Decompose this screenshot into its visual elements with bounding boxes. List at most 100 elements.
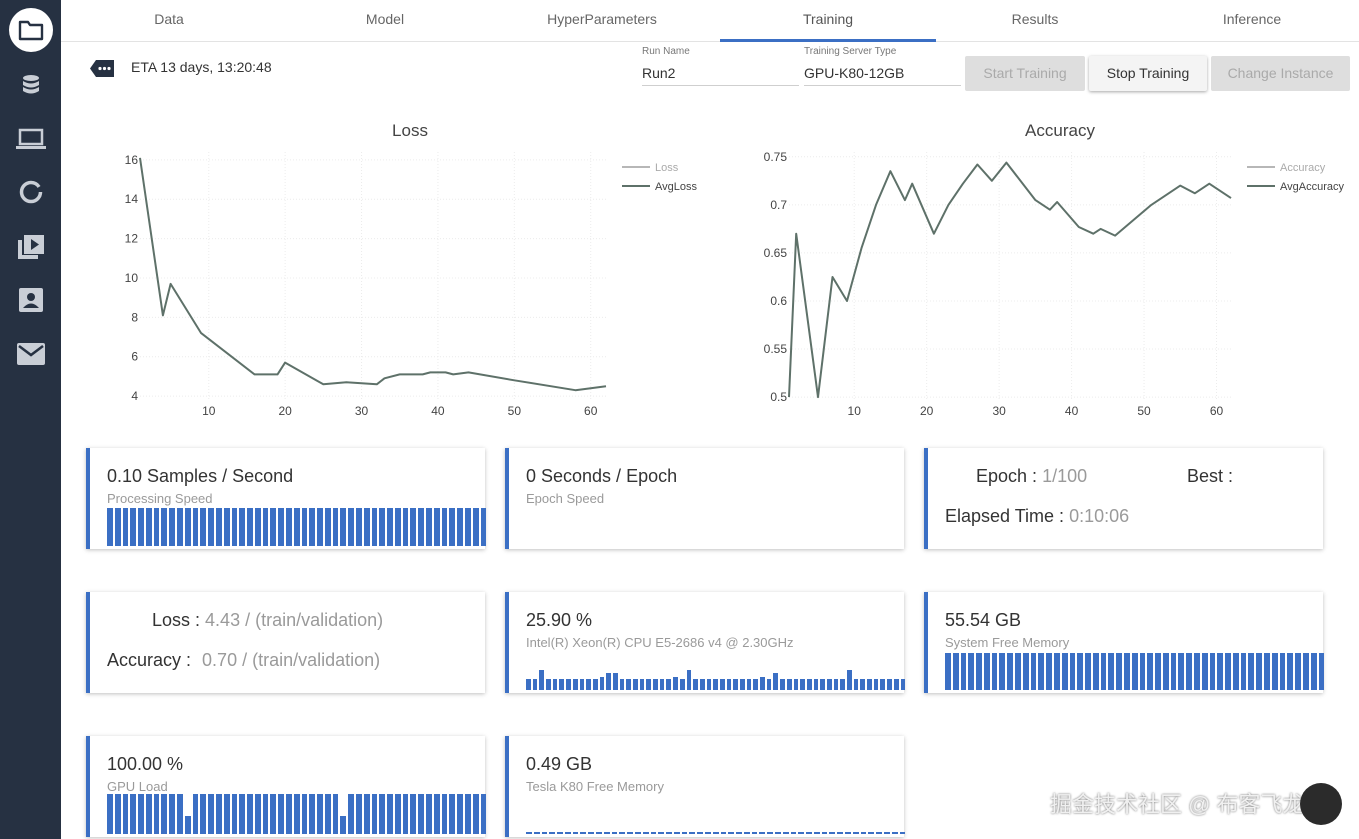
sidebar-item-mail[interactable] (0, 332, 61, 376)
change-instance-button[interactable]: Change Instance (1211, 56, 1350, 91)
usage-bar (1030, 653, 1037, 690)
usage-bar (806, 832, 812, 834)
sidebar-item-contacts[interactable] (0, 278, 61, 322)
tab-hyperparameters[interactable]: HyperParameters (547, 11, 657, 27)
usage-bar (153, 794, 160, 834)
usage-bar (231, 508, 238, 546)
cpu-usage-bars (526, 666, 906, 690)
usage-bar (860, 832, 867, 834)
loss-value: 4.43 / (train/validation) (205, 610, 384, 630)
accuracy-x-tick-label: 60 (1210, 404, 1224, 418)
sidebar-item-progress[interactable] (0, 170, 61, 214)
usage-bar (733, 679, 738, 690)
usage-bar (387, 508, 393, 546)
usage-bar (706, 679, 712, 690)
usage-bar (394, 508, 401, 546)
usage-bar (1022, 653, 1029, 690)
usage-bar (867, 679, 872, 690)
tab-results[interactable]: Results (1011, 11, 1059, 27)
elapsed-time-value: 0:10:06 (1069, 506, 1130, 526)
usage-bar (293, 508, 300, 546)
tab-training[interactable]: Training (720, 0, 936, 42)
system-memory-label: System Free Memory (945, 635, 1070, 650)
loss-accuracy-card: Loss : 4.43 / (train/validation) Accurac… (86, 592, 485, 693)
server-type-select[interactable]: GPU-K80-12GB (804, 62, 961, 86)
usage-bar (780, 679, 785, 690)
accuracy-y-tick-label: 0.65 (764, 246, 788, 260)
usage-bar (371, 794, 378, 834)
eta-tag-icon (90, 60, 114, 77)
usage-bar (457, 508, 463, 546)
usage-bar (145, 508, 152, 546)
epoch-card: Epoch : 1/100 Best : Elapsed Time : 0:10… (924, 448, 1323, 549)
usage-bar (712, 832, 719, 834)
usage-bar (786, 679, 792, 690)
accuracy-x-tick-label: 10 (848, 404, 862, 418)
tab-data[interactable]: Data (154, 11, 184, 27)
loss-x-tick-label: 20 (278, 404, 292, 418)
loss-y-tick-label: 12 (125, 232, 139, 246)
usage-bar (650, 832, 657, 834)
usage-bar (410, 508, 417, 546)
loss-x-tick-label: 60 (584, 404, 598, 418)
tab-inference[interactable]: Inference (1222, 11, 1282, 27)
usage-bar (480, 794, 487, 834)
usage-bar (689, 832, 696, 834)
loss-legend-label: AvgLoss (655, 181, 697, 193)
usage-bar (192, 794, 199, 834)
run-name-field[interactable]: Run2 (642, 62, 799, 86)
usage-bar (790, 832, 797, 834)
usage-bar (526, 679, 531, 690)
usage-bar (893, 679, 899, 690)
usage-bar (449, 508, 456, 546)
usage-bar (348, 508, 354, 546)
usage-bar (402, 794, 409, 834)
usage-bar (526, 832, 532, 834)
cpu-card: 25.90 % Intel(R) Xeon(R) CPU E5-2686 v4 … (505, 592, 906, 693)
usage-bar (177, 508, 183, 546)
usage-bar (192, 508, 199, 546)
gpu-load-card: 100.00 % GPU Load (86, 736, 487, 837)
usage-bar (891, 832, 898, 834)
usage-bar (169, 508, 176, 546)
usage-bar (899, 832, 906, 834)
usage-bar (599, 676, 605, 690)
stop-training-button[interactable]: Stop Training (1089, 56, 1207, 91)
sidebar-item-database[interactable] (0, 63, 61, 107)
usage-bar (820, 679, 825, 690)
epoch-speed-card: 0 Seconds / Epoch Epoch Speed (505, 448, 904, 549)
usage-bar (324, 508, 331, 546)
loss-y-tick-label: 14 (125, 192, 139, 206)
sidebar-item-data[interactable] (0, 8, 61, 52)
sidebar-item-media[interactable] (0, 225, 61, 269)
usage-bar (746, 679, 752, 690)
usage-bar (1038, 653, 1045, 690)
usage-bar (379, 794, 386, 834)
usage-bar (1139, 653, 1146, 690)
usage-bar (619, 832, 626, 834)
usage-bar (1092, 653, 1099, 690)
usage-bar (736, 832, 742, 834)
loss-legend-label: Loss (655, 162, 679, 174)
usage-bar (262, 794, 269, 834)
gpu-load-bars (107, 794, 487, 834)
epoch-value: 1/100 (1042, 466, 1088, 486)
accuracy-y-tick-label: 0.7 (770, 198, 787, 212)
cpu-usage-value: 25.90 % (526, 610, 593, 630)
accuracy-x-tick-label: 50 (1137, 404, 1151, 418)
usage-bar (880, 679, 886, 690)
usage-bar (1271, 653, 1278, 690)
loss-series-line (139, 157, 607, 392)
accuracy-series-line (788, 161, 1232, 399)
usage-bar (223, 508, 230, 546)
usage-bar (829, 832, 836, 834)
sidebar-item-laptop[interactable] (0, 117, 61, 161)
system-memory-value: 55.54 GB (945, 610, 1022, 630)
system-memory-bars (945, 653, 1325, 690)
usage-bar (793, 679, 799, 690)
start-training-button[interactable]: Start Training (965, 56, 1085, 91)
tab-model[interactable]: Model (365, 11, 405, 27)
usage-bar (426, 794, 432, 834)
usage-bar (900, 679, 906, 690)
usage-bar (766, 679, 772, 690)
